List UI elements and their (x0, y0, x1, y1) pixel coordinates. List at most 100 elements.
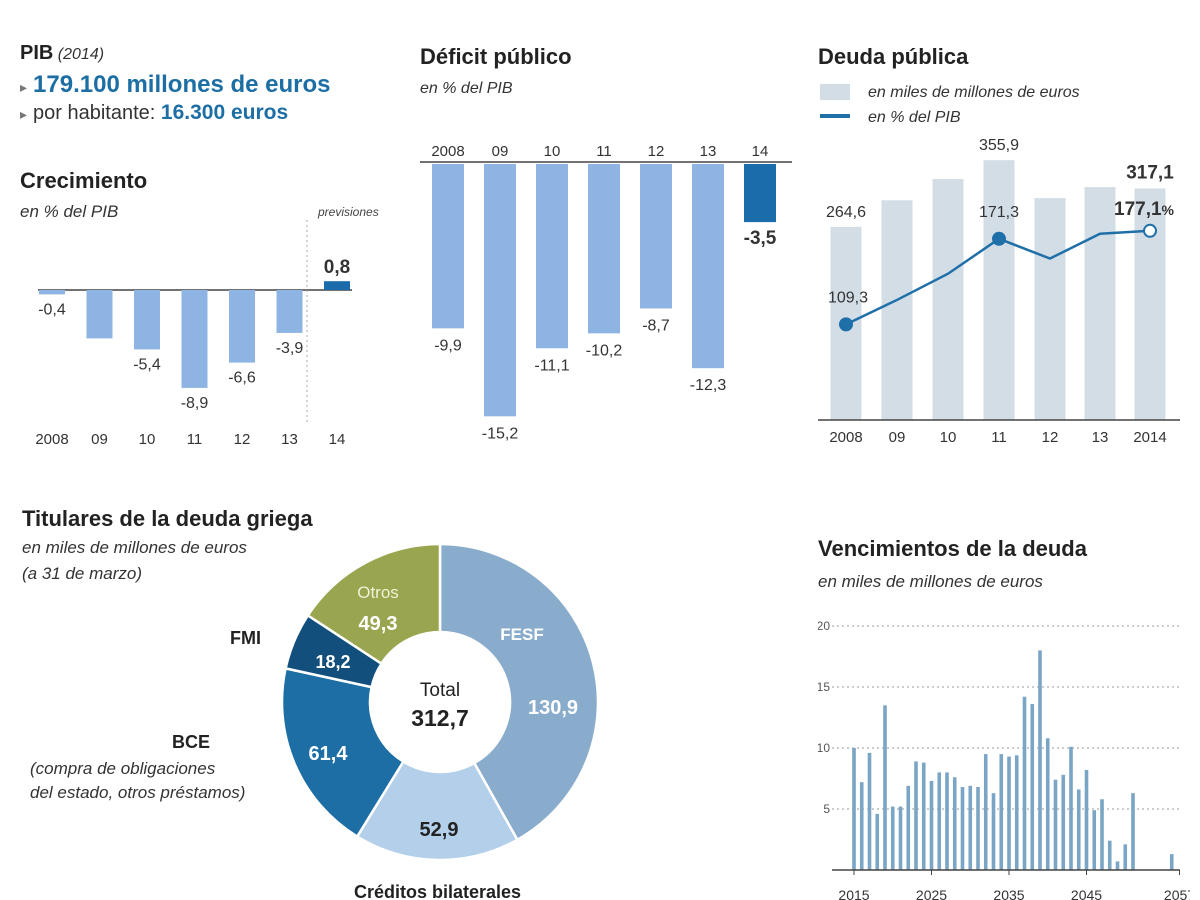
x-tick-label: 2008 (829, 429, 862, 446)
maturity-chart-panel: Vencimientos de la deuda en miles de mil… (818, 536, 1190, 900)
bar (968, 785, 973, 870)
otros-name-label: Otros (357, 583, 399, 602)
legend-label-line: en % del PIB (868, 109, 961, 126)
x-tick-label: 12 (1042, 429, 1059, 446)
bar (952, 777, 957, 870)
x-tick-label: 2057 (1164, 887, 1190, 900)
pib-per-capita-line: ▸ por habitante: 16.300 euros (20, 101, 400, 125)
donut-total-value: 312,7 (411, 705, 469, 731)
x-tick-label: 2008 (35, 431, 68, 448)
bar (921, 762, 926, 870)
otros-value-label: 49,3 (359, 613, 398, 635)
data-label: -0,4 (38, 301, 66, 318)
x-tick-label: 12 (648, 143, 665, 160)
line-data-label: 109,3 (828, 289, 868, 306)
data-label: -3,5 (744, 228, 777, 249)
bar (1038, 650, 1042, 870)
line-point (1143, 223, 1157, 238)
bce-name-label: BCE (172, 732, 210, 752)
bce-value-label: 61,4 (309, 743, 349, 765)
bilateral-value-label: 52,9 (420, 819, 459, 841)
bar (1092, 810, 1097, 870)
bar (1107, 840, 1112, 870)
bar (1115, 861, 1120, 870)
bar (1045, 738, 1050, 870)
x-tick-label: 10 (544, 143, 561, 160)
bar (1014, 755, 1019, 870)
slice-otros (306, 542, 442, 666)
fesf-name-label: FESF (500, 625, 543, 644)
data-label: -9,9 (434, 337, 462, 354)
bar (1007, 756, 1011, 870)
bar (937, 772, 942, 870)
pib-label: PIB (20, 42, 54, 64)
bar (229, 290, 255, 363)
maturity-title: Vencimientos de la deuda (818, 536, 1087, 561)
bar-data-label: 264,6 (826, 204, 866, 221)
percent-suffix: % (1162, 202, 1175, 218)
x-tick-label: 14 (329, 431, 346, 448)
bar (976, 787, 980, 870)
bar (1022, 696, 1027, 870)
bar (484, 164, 516, 417)
bar (1069, 746, 1073, 870)
bar (1076, 789, 1081, 870)
bce-note-line-1: (compra de obligaciones (30, 759, 216, 778)
bar (39, 290, 65, 295)
x-tick-label: 09 (889, 429, 906, 446)
bar (991, 793, 996, 870)
bar (692, 164, 724, 369)
debt-chart: en miles de millones de euros en % del PI… (818, 84, 1180, 446)
x-tick-label: 12 (234, 431, 251, 448)
maturity-chart: 201510520152025203520452057 (818, 619, 1190, 900)
bar (932, 179, 964, 420)
bar-data-label: 317,1 (1126, 163, 1174, 184)
debt-title: Deuda pública (818, 44, 969, 69)
x-tick-label: 11 (596, 143, 612, 160)
legend-swatch-bars (820, 84, 850, 100)
bar (536, 164, 568, 349)
holders-donut-chart: Total 312,7 FESF 130,9 52,9 61,4 18,2 Otros 49,3… (30, 542, 600, 900)
bar (881, 200, 913, 420)
x-tick-label: 2045 (1071, 887, 1102, 900)
pointer-icon: ▸ (20, 79, 28, 95)
bar (852, 748, 856, 870)
pib-per-capita-value: 16.300 euros (160, 101, 289, 124)
pib-per-capita-label: por habitante: (33, 102, 156, 124)
bar (1030, 704, 1035, 870)
growth-chart: previsiones -0,4 2008 09 -5,4 10 -8,9 11 -6,6 12 -… (35, 205, 378, 448)
data-label: -11,1 (534, 357, 569, 374)
data-label: -12,3 (690, 377, 727, 394)
x-tick-label: 10 (940, 429, 957, 446)
data-label: -5,4 (133, 356, 161, 373)
deficit-title: Déficit público (420, 44, 572, 69)
bar (983, 160, 1015, 420)
slice-bilateral (355, 759, 520, 862)
data-label: -15,2 (482, 425, 519, 442)
data-label: -10,2 (586, 342, 623, 359)
slice-fesf (438, 542, 600, 842)
deficit-chart: 2008 -9,9 09 -15,2 10 -11,1 11 -10,2 12 -8,7 13 -12… (420, 143, 792, 442)
y-tick-label: 5 (823, 802, 830, 816)
legend-label-bars: en miles de millones de euros (868, 84, 1080, 101)
bilateral-name-label: Créditos bilaterales (354, 882, 521, 900)
line-point (992, 231, 1006, 246)
bar (588, 164, 620, 334)
x-tick-label: 10 (139, 431, 156, 448)
bar (744, 164, 776, 223)
fesf-value-label: 130,9 (528, 697, 578, 719)
bar (640, 164, 672, 309)
legend-swatch-line (820, 114, 850, 118)
bar (945, 772, 949, 870)
data-label: -3,9 (276, 340, 304, 357)
x-tick-label: 13 (1092, 429, 1109, 446)
growth-subtitle: en % del PIB (20, 202, 119, 221)
bar (883, 705, 887, 870)
bar-data-label: 355,9 (979, 137, 1019, 154)
bce-note-line-2: del estado, otros préstamos) (30, 783, 245, 802)
x-tick-label: 2035 (993, 887, 1024, 900)
x-tick-label: 14 (752, 143, 769, 160)
bar (134, 290, 160, 350)
pointer-icon: ▸ (20, 106, 28, 122)
x-tick-label: 13 (281, 431, 298, 448)
